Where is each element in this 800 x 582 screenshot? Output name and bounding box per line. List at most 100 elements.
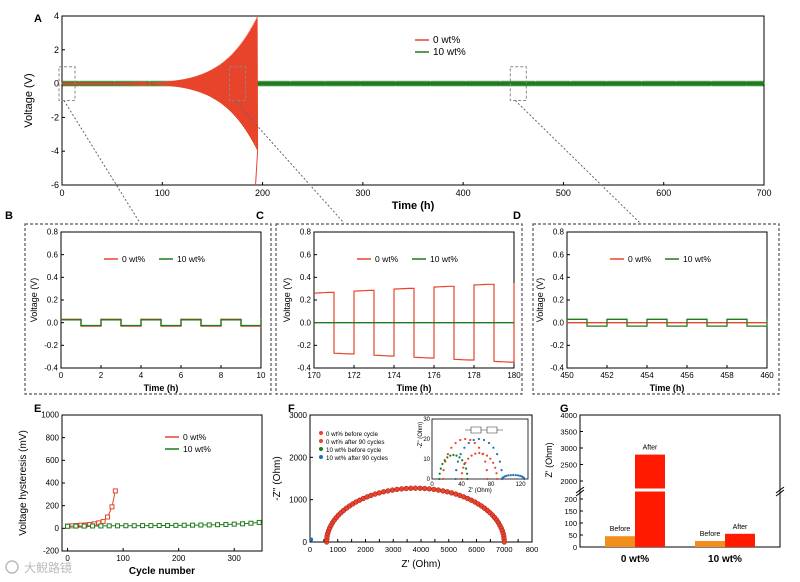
axis-break-mark <box>575 486 785 497</box>
x-tick-label: 400 <box>456 188 471 198</box>
y-tick-label: 0.8 <box>47 228 59 237</box>
data-point <box>173 522 179 528</box>
inset-data-point <box>467 457 470 460</box>
data-point <box>198 522 204 528</box>
data-point <box>140 523 146 529</box>
x-tick-label: 452 <box>600 371 614 380</box>
x-tick-label: 4 <box>139 371 144 380</box>
panel-d: 450 452 454 456 458 460 -0.4 -0.2 0.0 0.2 0.4 0.6 0.… <box>513 210 774 393</box>
data-point <box>90 523 96 529</box>
legend-label: 10 wt% <box>183 444 211 454</box>
inset-data-point <box>460 477 463 481</box>
y-tick-label: 0.8 <box>300 228 312 237</box>
panel-label: F <box>288 403 295 415</box>
inset-frame <box>431 418 529 480</box>
x-tick-label: 170 <box>307 371 321 380</box>
x-tick-label: 2000 <box>357 545 374 554</box>
x-tick-label: 454 <box>640 371 654 380</box>
y-tick-label: 0.2 <box>300 296 312 305</box>
inset-x-axis-label: Z' (Ohm) <box>468 488 491 494</box>
x-tick-label: 6 <box>179 371 184 380</box>
inset-data-point <box>461 459 464 462</box>
zoom-connector <box>234 100 345 224</box>
bar <box>695 541 725 547</box>
plot-frame <box>60 231 262 369</box>
inset-y-tick-label: 30 <box>423 417 430 423</box>
plot-frame <box>61 414 263 552</box>
highlight-box <box>509 66 527 101</box>
inset-x-tick-label: 0 <box>430 482 434 488</box>
y-tick-label: 0.0 <box>47 318 59 327</box>
y-tick-label: 3000 <box>560 444 577 453</box>
inset-x-tick-label: 80 <box>488 482 495 488</box>
data-point <box>501 539 507 545</box>
inset-data-point <box>467 441 470 445</box>
inset-data-point <box>519 474 522 477</box>
y-tick-label: 150 <box>564 507 577 516</box>
inset-data-point <box>477 437 480 441</box>
x-tick-label: 500 <box>556 188 571 198</box>
series-line <box>61 319 262 327</box>
inset-data-point <box>507 474 510 477</box>
y-tick-label: -2 <box>51 112 59 122</box>
y-tick-label: 0.0 <box>553 318 565 327</box>
inset-y-tick-label: 10 <box>423 457 430 463</box>
legend-label: 10 wt% <box>433 47 466 58</box>
legend-label: 0 wt% <box>375 254 399 264</box>
x-tick-label: 178 <box>467 371 481 380</box>
y-tick-label: 0.4 <box>300 273 312 282</box>
x-axis-label: Time (h) <box>144 383 179 393</box>
y-tick-label: -6 <box>51 180 59 190</box>
x-tick-label: 172 <box>347 371 361 380</box>
data-point <box>206 522 212 528</box>
y-tick-label: 3000 <box>289 411 307 420</box>
legend-label: 0 wt% <box>433 35 460 46</box>
y-axis-label: Voltage (V) <box>282 278 292 323</box>
data-point <box>389 487 396 493</box>
inset-data-point <box>469 438 472 442</box>
panel-dotted-border <box>532 223 780 395</box>
y-tick-label: 0.8 <box>553 228 565 237</box>
legend-label: 10 wt% after 90 cycles <box>326 455 388 462</box>
x-axis-label: Time (h) <box>650 383 685 393</box>
inset-data-point <box>454 477 457 481</box>
y-axis-label: Z' (Ohm) <box>544 442 554 477</box>
inset-y-tick-label: 0 <box>427 477 431 483</box>
inset-data-point <box>482 452 485 455</box>
inset-data-point <box>459 438 462 442</box>
data-point <box>73 523 79 529</box>
zoom-connector <box>514 100 641 224</box>
data-point <box>65 523 71 529</box>
inset-data-point <box>473 441 476 445</box>
inset-data-point <box>496 453 499 456</box>
panel-dotted-border <box>24 223 272 395</box>
inset-data-point <box>516 474 520 477</box>
x-category-label: 10 wt% <box>708 554 742 565</box>
x-tick-label: 1000 <box>329 545 346 554</box>
inset-data-point <box>464 461 467 464</box>
data-point <box>105 514 111 520</box>
y-axis-label: Voltage (V) <box>23 73 35 127</box>
bar-label: After <box>643 445 658 452</box>
inset-data-point <box>446 456 449 459</box>
plot-frame <box>566 231 768 369</box>
x-tick-label: 200 <box>172 554 186 563</box>
y-tick-label: 0 <box>573 543 577 552</box>
data-point <box>408 485 414 491</box>
data-point <box>109 504 115 510</box>
y-tick-label: 200 <box>46 501 60 510</box>
inset-data-point <box>446 453 449 456</box>
x-tick-label: 8 <box>219 371 224 380</box>
x-tick-label: 4000 <box>413 545 430 554</box>
x-tick-label: 100 <box>155 188 170 198</box>
bar <box>725 533 755 547</box>
x-tick-label: 100 <box>116 554 130 563</box>
inset-data-point <box>443 459 446 462</box>
inset-data-point <box>462 466 465 469</box>
x-tick-label: 0 <box>308 545 312 554</box>
watermark-text: 大鲵路镜 <box>24 560 72 575</box>
panel-label: C <box>256 210 264 222</box>
x-tick-label: 7000 <box>496 545 513 554</box>
x-tick-label: 800 <box>526 545 539 554</box>
